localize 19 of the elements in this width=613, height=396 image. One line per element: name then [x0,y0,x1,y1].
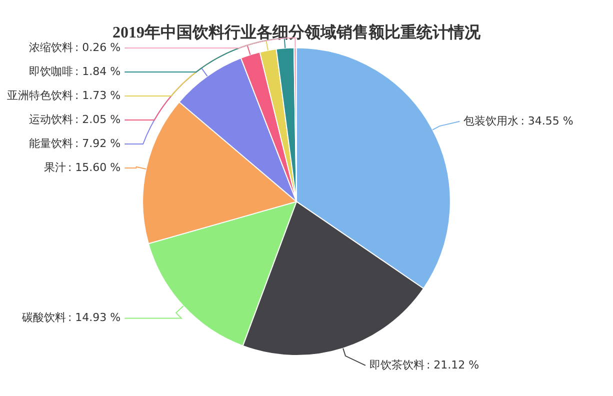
data-label: : 0.26 % [74,40,121,54]
data-label: : 15.60 % [68,160,121,174]
slice-label: 碳酸饮料 [20,311,66,324]
data-label: : 34.55 % [520,114,574,128]
slice-label: 即饮茶饮料 [369,358,424,372]
slice-label: 包装饮用水 [464,114,519,128]
slice-label: 果汁 [44,160,66,174]
data-label: : 1.84 % [74,64,121,78]
slice-label: 能量饮料 [28,136,73,150]
data-label: : 14.93 % [68,311,121,324]
slice-label: 亚洲特色饮料 [6,88,73,102]
data-label: : 7.92 % [74,136,121,150]
slice-label: 浓缩饮料 [28,40,73,54]
slice-label: 运动饮料 [28,112,73,126]
data-label: : 21.12 % [426,358,480,372]
slice-label: 即饮咖啡 [28,64,73,78]
chart-title: 2019年中国饮料行业各细分领域销售额比重统计情况 [112,24,482,42]
data-label: : 2.05 % [74,112,121,126]
data-label: : 1.73 % [74,88,121,102]
